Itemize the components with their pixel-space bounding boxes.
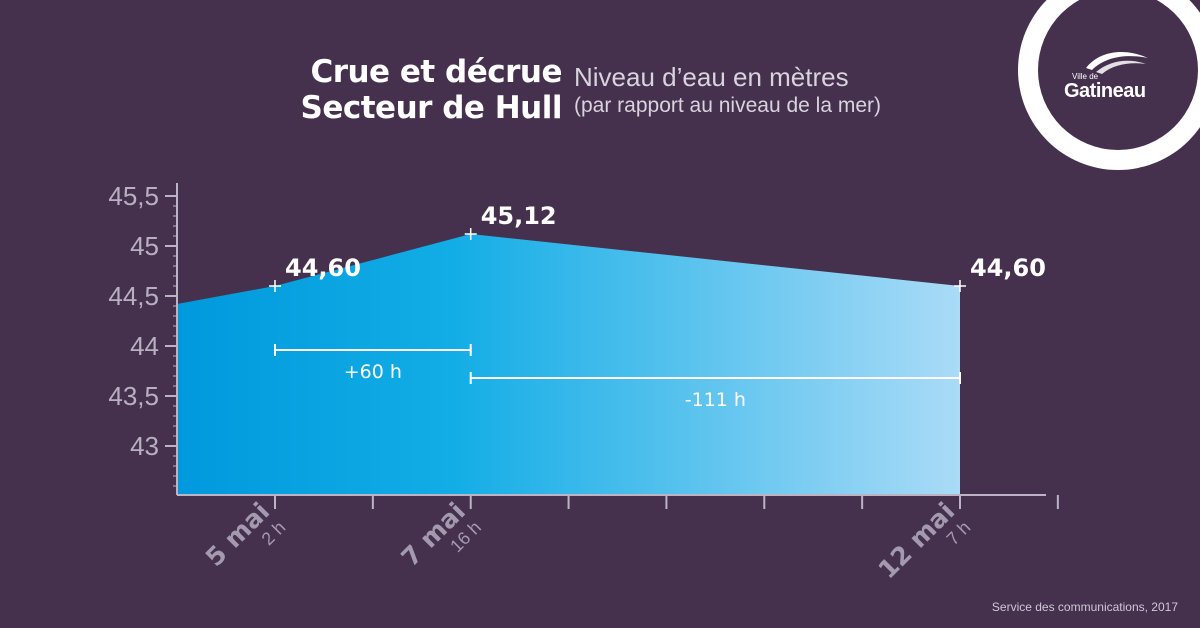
data-value-label-3: 44,60 [970, 254, 1046, 282]
footer-credit: Service des communications, 2017 [991, 600, 1178, 614]
y-tick-label-0: 43 [130, 431, 159, 461]
subtitle-line-1: Niveau d’eau en mètres [574, 62, 849, 92]
title-line-1: Crue et décrue [310, 54, 562, 90]
y-tick-label-4: 45 [130, 231, 159, 261]
y-tick-label-1: 43,5 [108, 381, 159, 411]
data-value-label-2: 45,12 [481, 202, 557, 230]
data-point-marker-1 [269, 280, 281, 292]
y-tick-label-5: 45,5 [108, 181, 159, 211]
logo-small-text: Ville de [1072, 72, 1099, 81]
logo-big-text: Gatineau [1064, 80, 1146, 102]
logo-disc [1038, 0, 1198, 150]
subtitle-line-2: (par rapport au niveau de la mer) [574, 94, 881, 117]
duration-label-0: +60 h [344, 361, 402, 383]
data-point-marker-3 [953, 280, 966, 292]
y-tick-label-3: 44,5 [108, 281, 159, 311]
data-value-label-1: 44,60 [285, 254, 361, 282]
y-tick-label-2: 44 [130, 331, 159, 361]
title-line-2: Secteur de Hull [300, 90, 563, 126]
data-point-marker-2 [464, 228, 477, 240]
chart-title: Crue et décrue Secteur de Hull [270, 54, 563, 126]
chart-subtitle: Niveau d’eau en mètres (par rapport au n… [574, 62, 881, 120]
duration-label-1: -111 h [685, 389, 746, 411]
water-level-area [177, 234, 960, 495]
swoosh-icon [1086, 52, 1148, 74]
